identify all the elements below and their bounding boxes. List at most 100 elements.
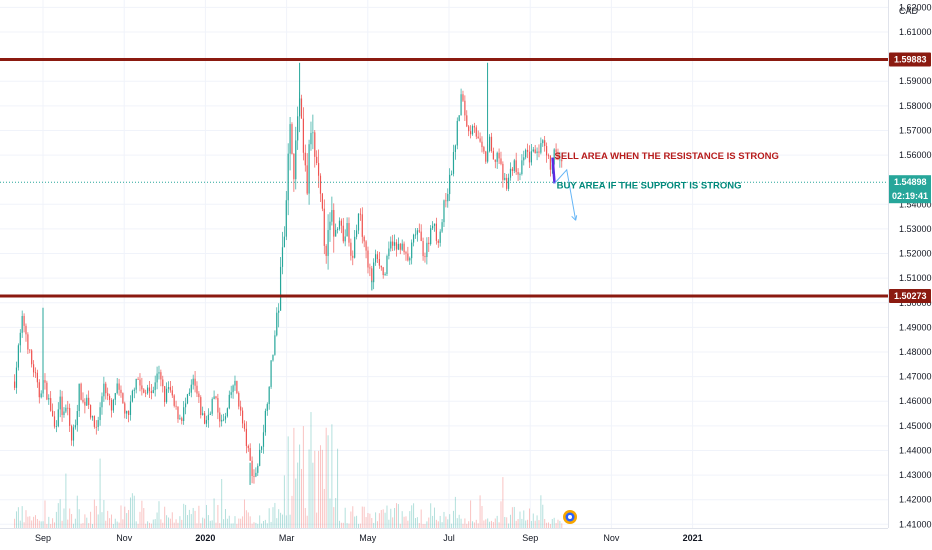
candle-body: [509, 168, 512, 178]
volume-bar: [266, 523, 268, 528]
candle-body: [50, 398, 52, 411]
candle-body: [494, 159, 496, 162]
volume-bar: [131, 493, 133, 528]
candle-body: [526, 149, 529, 152]
volume-bar: [475, 519, 477, 528]
candle-body: [126, 411, 128, 414]
annotations[interactable]: SELL AREA WHEN THE RESISTANCE IS STRONG B…: [555, 151, 779, 192]
tradingview-logo-icon[interactable]: [563, 510, 577, 524]
volume-bar: [335, 497, 337, 528]
candle-body: [27, 334, 29, 350]
candle-body: [549, 155, 551, 170]
sell-annotation[interactable]: SELL AREA WHEN THE RESISTANCE IS STRONG: [555, 151, 779, 162]
volume-bar: [394, 507, 396, 528]
candle-body: [346, 223, 348, 237]
volume-bar: [367, 513, 369, 528]
candle-body: [336, 228, 339, 230]
horizontal-levels[interactable]: [0, 57, 888, 298]
candle-body: [481, 141, 483, 148]
volume-bar: [538, 520, 540, 528]
volume-bar: [378, 513, 380, 528]
volume-bar: [50, 523, 52, 528]
candle-body: [314, 132, 316, 157]
volume-bar: [204, 518, 206, 528]
plot-area[interactable]: [0, 0, 888, 528]
time-axis[interactable]: Sep Nov 2020 Mar May Jul Sep Nov 2021: [35, 533, 703, 543]
candle-body: [293, 153, 295, 180]
candle-body: [449, 174, 451, 195]
volume-bar: [72, 523, 74, 528]
volume-bar: [196, 523, 198, 528]
volume-bar: [373, 522, 375, 528]
volume-bar: [371, 518, 373, 528]
candle-body: [496, 152, 498, 162]
volume-bar: [333, 507, 335, 528]
candle-body: [534, 149, 536, 154]
volume-bar: [36, 518, 38, 528]
candle-body: [492, 151, 494, 160]
candle-body: [317, 163, 320, 176]
candle-body: [430, 228, 432, 245]
candle-body: [416, 230, 418, 235]
volume-bar: [426, 521, 428, 528]
candle-body: [426, 242, 428, 258]
arrow-head-icon: [571, 215, 578, 221]
volume-bar: [23, 522, 25, 528]
candle-body: [17, 345, 19, 368]
candle-body: [198, 393, 200, 398]
volume-bar: [477, 523, 479, 528]
candle-body: [148, 387, 151, 392]
candle-body: [196, 385, 198, 394]
candle-body: [348, 223, 350, 243]
volume-bar: [215, 522, 217, 528]
candle-body: [545, 146, 548, 156]
candle-body: [542, 140, 544, 144]
volume-bar: [281, 514, 283, 528]
candle-body: [454, 145, 456, 153]
candle-body: [179, 418, 181, 420]
drop-arrow[interactable]: [551, 157, 556, 184]
volume-bar: [352, 506, 354, 528]
candle-body: [154, 382, 156, 391]
volume-bar: [181, 519, 183, 528]
candle-body: [116, 383, 118, 394]
candle-body: [270, 360, 272, 387]
volume-bar: [61, 520, 63, 528]
candle-body: [306, 165, 308, 194]
candle-body: [93, 416, 95, 427]
candle-body: [490, 136, 493, 152]
candle-body: [146, 387, 149, 394]
candle-body: [150, 391, 152, 394]
volume-bar: [498, 522, 500, 528]
candle-body: [253, 475, 255, 477]
volume-bar: [169, 518, 171, 528]
volume-bar: [509, 514, 511, 528]
candle-body: [498, 152, 500, 159]
volume-bar: [223, 519, 225, 528]
volume-bar: [508, 523, 510, 528]
candle-body: [249, 448, 251, 461]
volume-bar: [432, 515, 434, 528]
candle-body: [32, 364, 35, 373]
volume-bar: [259, 515, 261, 528]
volume-bar: [162, 522, 164, 528]
projection-arrows[interactable]: [551, 157, 578, 221]
volume-bar: [424, 523, 426, 528]
volume-bar: [15, 511, 17, 528]
volume-bar: [226, 518, 228, 528]
volume-bar: [470, 500, 472, 528]
candle-body: [213, 396, 215, 400]
buy-annotation[interactable]: BUY AREA IF THE SUPPORT IS STRONG: [557, 180, 742, 191]
candle-body: [388, 248, 390, 257]
volume-bar: [422, 523, 424, 528]
projection-arrow[interactable]: [554, 168, 577, 221]
candle-body: [15, 367, 18, 388]
price-axis[interactable]: CAD 1.62000 1.61000 1.59000 1.58000 1.57000 1…: [899, 2, 932, 529]
candle-body: [401, 243, 403, 250]
volume-bar: [490, 520, 492, 528]
candle-body: [268, 386, 270, 405]
volume-bar: [240, 518, 242, 528]
volume-bar: [534, 520, 536, 528]
volume-bar: [120, 505, 122, 528]
